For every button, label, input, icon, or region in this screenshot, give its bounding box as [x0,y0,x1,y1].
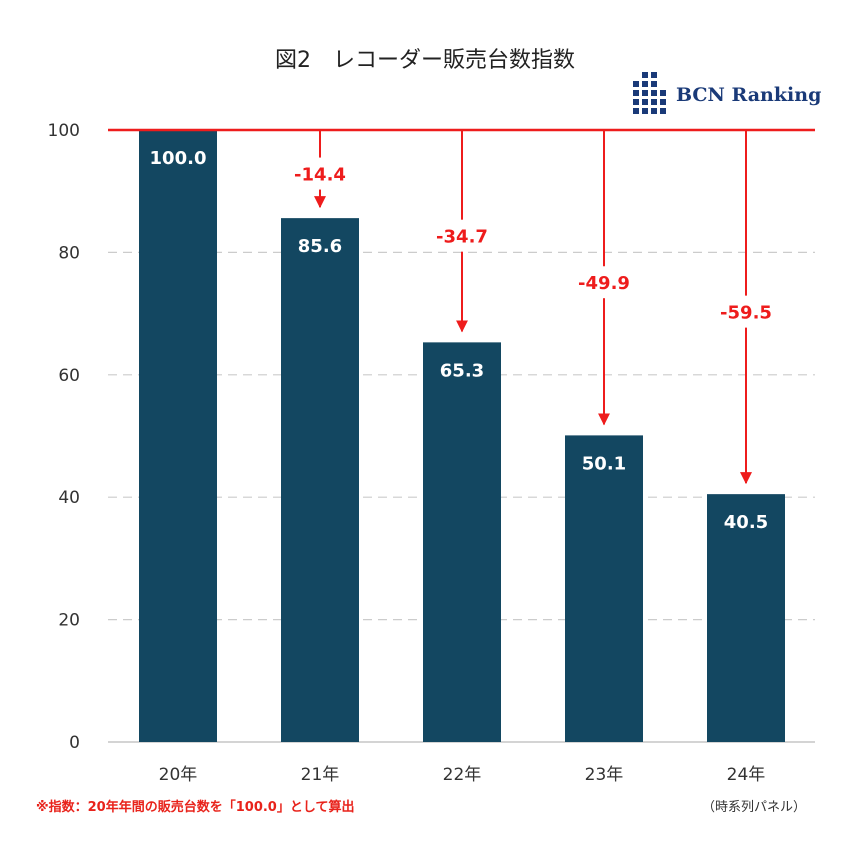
bar [707,494,785,742]
bar-value-label: 40.5 [724,512,768,533]
bar [423,342,501,742]
bcn-bar-grid-icon [633,72,666,114]
bar [281,218,359,743]
y-tick-label: 80 [58,243,80,263]
y-tick-label: 40 [58,488,80,508]
footnote: ※指数：20年年間の販売台数を「100.0」として算出 [36,800,355,815]
chart-title: 図2 レコーダー販売台数指数 [275,48,575,73]
x-tick-label: 20年 [159,765,198,785]
bar [139,130,217,742]
y-tick-label: 20 [58,611,80,631]
logo-text: BCN Ranking [676,84,822,106]
bar-value-label: 65.3 [440,360,484,381]
bar-value-label: 50.1 [582,453,626,474]
x-tick-label: 21年 [301,765,340,785]
y-tick-label: 0 [69,733,80,753]
bar-value-label: 85.6 [298,236,342,257]
x-tick-label: 23年 [585,765,624,785]
y-tick-label: 100 [48,121,80,141]
bcn-ranking-logo: BCN Ranking [630,72,822,118]
x-tick-label: 22年 [443,765,482,785]
change-label: -59.5 [720,303,772,324]
change-label: -34.7 [436,227,488,248]
bar-value-label: 100.0 [150,148,207,169]
source-note: （時系列パネル） [701,800,806,815]
change-label: -49.9 [578,273,630,294]
change-label: -14.4 [294,165,346,186]
bar [565,435,643,742]
x-tick-label: 24年 [727,765,766,785]
y-tick-label: 60 [58,366,80,386]
